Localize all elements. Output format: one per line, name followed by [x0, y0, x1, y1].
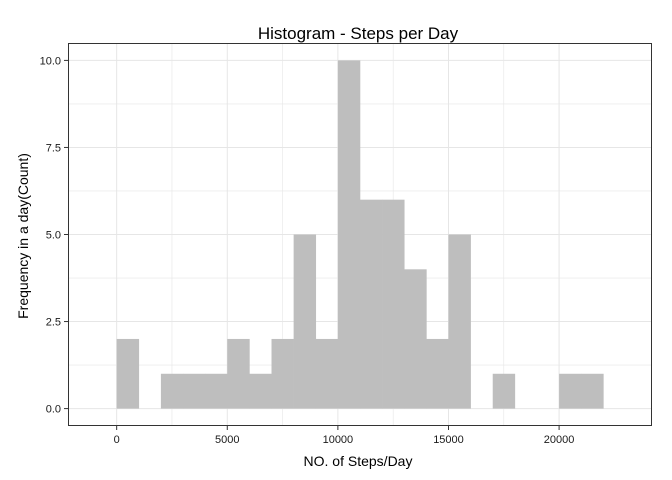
x-axis-label: NO. of Steps/Day	[304, 453, 413, 469]
histogram-bar	[315, 338, 339, 409]
histogram-bar	[337, 60, 361, 409]
x-tick-label: 5000	[215, 434, 239, 446]
histogram-bar	[227, 338, 250, 409]
histogram-bar	[404, 269, 427, 409]
histogram-bar	[271, 338, 294, 409]
histogram-bars	[116, 60, 604, 409]
histogram-bar	[116, 338, 140, 409]
histogram-bar	[360, 199, 383, 409]
y-tick-label: 0.0	[46, 404, 61, 416]
y-tick-label: 2.5	[46, 317, 61, 329]
histogram-bar	[426, 338, 449, 409]
histogram-bar	[559, 373, 582, 409]
y-axis-label: Frequency in a day(Count)	[15, 153, 31, 319]
histogram-bar	[581, 373, 604, 409]
chart-title: Histogram - Steps per Day	[258, 24, 459, 43]
histogram-bar	[205, 373, 228, 409]
y-axis-ticks: 0.0 2.5 5.0 7.5 10.0	[40, 55, 68, 416]
x-tick-label: 0	[114, 434, 120, 446]
histogram-bar	[382, 199, 405, 409]
histogram-bar	[492, 373, 516, 409]
histogram-bar	[293, 234, 317, 409]
y-tick-label: 10.0	[40, 55, 61, 67]
histogram-bar	[160, 373, 184, 409]
y-tick-label: 7.5	[46, 142, 61, 154]
plot-panel-border	[68, 43, 652, 426]
x-tick-label: 10000	[323, 434, 354, 446]
histogram-bar	[249, 373, 272, 409]
histogram-bar	[183, 373, 206, 409]
histogram-bar	[448, 234, 471, 409]
x-tick-label: 20000	[544, 434, 575, 446]
y-tick-label: 5.0	[46, 230, 61, 242]
x-axis-ticks: 0 5000 10000 15000 20000	[114, 426, 575, 446]
x-tick-label: 15000	[433, 434, 464, 446]
